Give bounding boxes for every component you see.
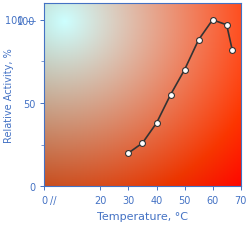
Point bbox=[126, 151, 130, 155]
Point bbox=[196, 39, 200, 42]
Point bbox=[168, 93, 172, 97]
Text: 100 —: 100 — bbox=[5, 16, 36, 26]
Point bbox=[140, 142, 144, 145]
Text: //: // bbox=[49, 195, 56, 205]
Point bbox=[224, 24, 228, 27]
X-axis label: Temperature, °C: Temperature, °C bbox=[96, 211, 187, 221]
Y-axis label: Relative Activity, %: Relative Activity, % bbox=[4, 48, 14, 142]
Point bbox=[229, 49, 233, 52]
Point bbox=[210, 19, 214, 23]
Point bbox=[154, 122, 158, 125]
Point bbox=[182, 69, 186, 72]
